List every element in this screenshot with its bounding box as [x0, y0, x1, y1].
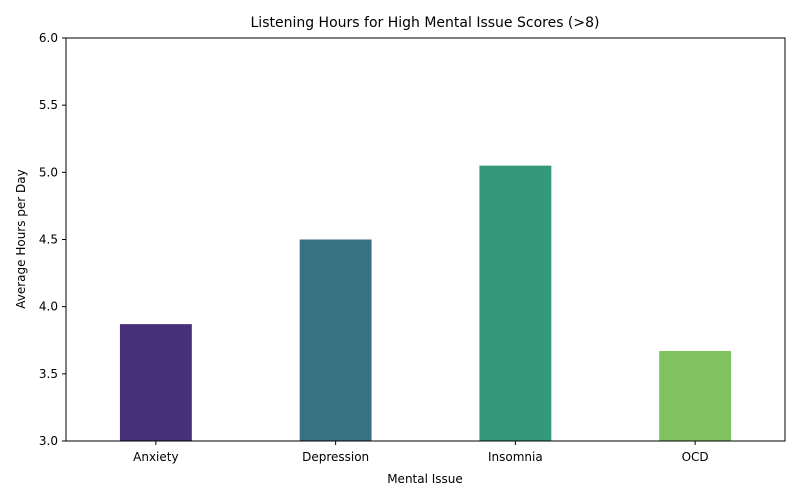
bar-ocd — [659, 350, 732, 441]
y-tick-label: 3.5 — [39, 367, 58, 381]
x-axis-ticks: Anxiety Depression Insomnia OCD — [133, 441, 709, 464]
y-tick-label: 3.0 — [39, 434, 58, 448]
y-tick-label: 5.5 — [39, 98, 58, 112]
x-tick-label: Insomnia — [488, 450, 543, 464]
plot-frame — [65, 37, 786, 442]
x-axis-label: Mental Issue — [387, 472, 463, 486]
bars-group — [119, 165, 732, 441]
bar-depression — [299, 239, 372, 441]
x-tick-label: OCD — [682, 450, 709, 464]
y-tick-label: 4.5 — [39, 233, 58, 247]
y-axis-label: Average Hours per Day — [14, 169, 28, 309]
y-tick-label: 5.0 — [39, 165, 58, 179]
chart-title: Listening Hours for High Mental Issue Sc… — [251, 15, 600, 31]
x-tick-label: Depression — [302, 450, 369, 464]
bar-anxiety — [119, 324, 192, 441]
y-tick-label: 6.0 — [39, 31, 58, 45]
y-tick-label: 4.0 — [39, 300, 58, 314]
bar-insomnia — [479, 165, 552, 441]
x-tick-label: Anxiety — [133, 450, 178, 464]
y-axis-ticks: 3.0 3.5 4.0 4.5 5.0 5.5 6.0 — [39, 31, 66, 448]
